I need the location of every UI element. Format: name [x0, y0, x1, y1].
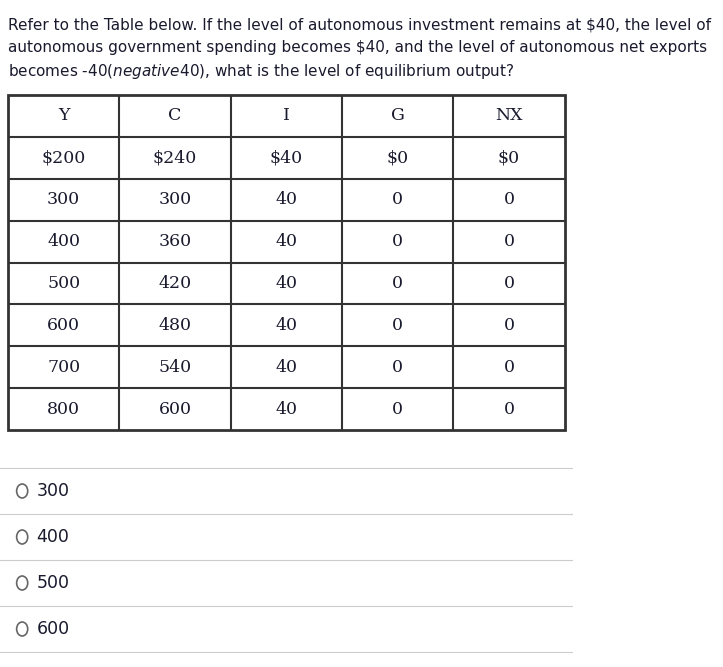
Text: 400: 400 [36, 528, 69, 546]
Text: 0: 0 [503, 317, 515, 334]
Text: I: I [283, 107, 290, 125]
Text: 40: 40 [275, 401, 297, 418]
Text: $200: $200 [41, 149, 86, 166]
Text: Y: Y [58, 107, 69, 125]
Text: 40: 40 [275, 359, 297, 376]
Text: 0: 0 [503, 275, 515, 292]
Bar [8, 95, 565, 430]
Text: 0: 0 [503, 401, 515, 418]
Text: 40: 40 [275, 191, 297, 208]
Text: 600: 600 [36, 620, 69, 638]
Text: 700: 700 [47, 359, 80, 376]
Text: 480: 480 [158, 317, 192, 334]
Text: 0: 0 [392, 317, 403, 334]
Text: Refer to the Table below. If the level of autonomous investment remains at $40, : Refer to the Table below. If the level o… [8, 18, 711, 33]
Text: 500: 500 [36, 574, 69, 592]
Text: 800: 800 [47, 401, 80, 418]
Text: 40: 40 [275, 275, 297, 292]
Text: 360: 360 [158, 233, 192, 250]
Text: 600: 600 [47, 317, 80, 334]
Text: 300: 300 [36, 482, 69, 500]
Text: 300: 300 [158, 191, 192, 208]
Text: 0: 0 [392, 191, 403, 208]
Text: 500: 500 [47, 275, 80, 292]
Text: 0: 0 [392, 359, 403, 376]
Text: C: C [168, 107, 181, 125]
Text: 0: 0 [392, 233, 403, 250]
Text: autonomous government spending becomes $40, and the level of autonomous net expo: autonomous government spending becomes $… [8, 40, 707, 55]
Text: $0: $0 [387, 149, 408, 166]
Text: $240: $240 [153, 149, 197, 166]
Text: NX: NX [495, 107, 523, 125]
Text: 0: 0 [503, 191, 515, 208]
Text: $40: $40 [270, 149, 303, 166]
Text: 40: 40 [275, 233, 297, 250]
Text: 300: 300 [47, 191, 80, 208]
Text: 400: 400 [47, 233, 80, 250]
Text: 420: 420 [158, 275, 192, 292]
Text: 0: 0 [392, 275, 403, 292]
Text: 0: 0 [392, 401, 403, 418]
Text: $0: $0 [498, 149, 520, 166]
Text: 40: 40 [275, 317, 297, 334]
Text: 0: 0 [503, 233, 515, 250]
Text: G: G [390, 107, 405, 125]
Text: 0: 0 [503, 359, 515, 376]
Text: 600: 600 [158, 401, 192, 418]
Text: 540: 540 [158, 359, 192, 376]
Text: becomes -$40 (negative $40), what is the level of equilibrium output?: becomes -$40 (negative $40), what is the… [8, 62, 515, 81]
